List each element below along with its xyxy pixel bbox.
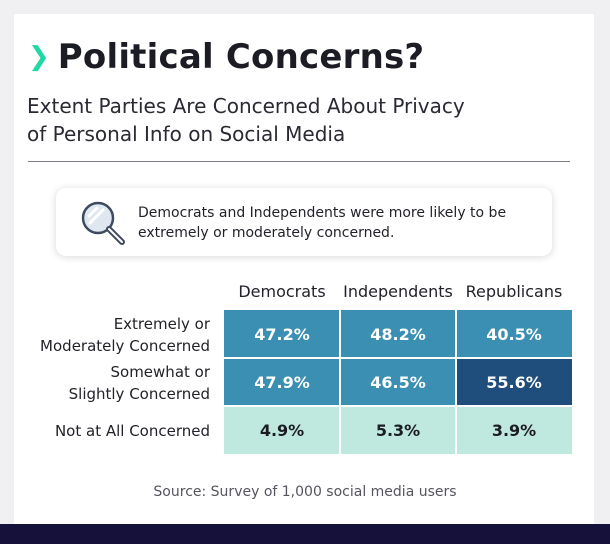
magnifying-glass-icon [81, 201, 125, 245]
cell-value: 40.5% [486, 325, 542, 344]
cell-value: 5.3% [376, 421, 420, 440]
row-label: Extremely or [114, 315, 211, 333]
bottom-bar [0, 524, 610, 544]
insight-callout: Democrats and Independents were more lik… [56, 188, 552, 256]
row-label: Moderately Concerned [40, 337, 210, 355]
subtitle-line-1: Extent Parties Are Concerned About Priva… [27, 94, 465, 118]
cell-value: 47.9% [254, 373, 310, 392]
cell-value: 55.6% [486, 373, 542, 392]
page-title: Political Concerns? [57, 37, 425, 77]
table-cell [224, 406, 340, 454]
cell-value: 4.9% [260, 421, 304, 440]
callout-text: Democrats and Independents were more lik… [138, 203, 538, 243]
table-cell [456, 406, 572, 454]
cell-value: 3.9% [492, 421, 536, 440]
table-cell [224, 310, 340, 358]
row-label: Somewhat or [111, 363, 211, 381]
table-cell [340, 406, 456, 454]
subtitle-line-2: of Personal Info on Social Media [27, 122, 346, 146]
table-cell [456, 310, 572, 358]
row-label: Slightly Concerned [69, 385, 210, 403]
table-cell [456, 358, 572, 406]
row-label: Not at All Concerned [55, 422, 210, 440]
table-cell [224, 358, 340, 406]
cell-value: 48.2% [370, 325, 426, 344]
chevron-right-icon: ❯ [28, 42, 50, 72]
table-cell [340, 358, 456, 406]
source-note: Source: Survey of 1,000 social media use… [153, 484, 457, 500]
column-header: Independents [343, 282, 453, 301]
column-header: Republicans [466, 282, 563, 301]
callout-text-line-1: Democrats and Independents were more lik… [138, 205, 507, 221]
title-row: ❯ Political Concerns? [28, 40, 424, 74]
table-cell [340, 310, 456, 358]
column-header: Democrats [238, 282, 325, 301]
cell-value: 46.5% [370, 373, 426, 392]
cell-value: 47.2% [254, 325, 310, 344]
callout-text-line-2: extremely or moderately concerned. [138, 225, 395, 241]
subtitle: Extent Parties Are Concerned About Priva… [27, 92, 567, 148]
divider [28, 161, 570, 162]
